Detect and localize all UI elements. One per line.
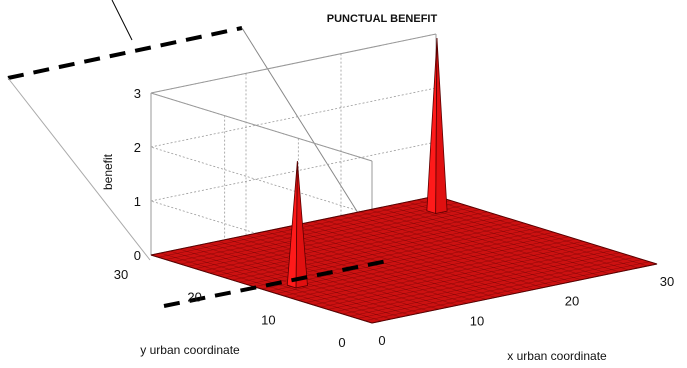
surface-mesh-line-y — [305, 243, 591, 303]
chart-title: PUNCTUAL BENEFIT — [327, 13, 438, 25]
y-tick-label: 10 — [261, 312, 275, 327]
z-gridline-left-wall — [150, 146, 373, 216]
surface-mesh-line-y — [313, 245, 599, 306]
surface-mesh-line-y — [371, 263, 658, 324]
y-tick-label: 30 — [114, 267, 128, 282]
x-tick-label: 0 — [378, 333, 385, 348]
surface-mesh-line-y — [327, 250, 613, 310]
y-tick-label: 20 — [187, 290, 201, 305]
surface-mesh-line-y — [320, 247, 606, 308]
surface-mesh-line-y — [195, 209, 481, 269]
surface-mesh-line-y — [298, 241, 584, 301]
surface-mesh-line-y — [276, 234, 562, 294]
peak-face-right — [295, 161, 308, 289]
surface-mesh-line-y — [187, 207, 473, 267]
axis-edge-top-left — [150, 92, 373, 162]
y-tick-label: 0 — [338, 335, 345, 350]
x-tick-label: 20 — [565, 294, 579, 309]
surface-mesh-line-y — [261, 229, 547, 290]
z-axis-label: benefit — [101, 153, 115, 190]
surface-mesh-line-y — [342, 254, 628, 315]
annotation-guide-line-left — [7, 77, 151, 261]
surface-mesh-line-y — [349, 256, 635, 317]
z-tick-label: 0 — [134, 248, 141, 263]
y-axis-label: y urban coordinate — [140, 343, 240, 357]
z-gridline-left-wall — [150, 200, 373, 270]
x-axis-label: x urban coordinate — [507, 349, 607, 363]
surface-mesh-line-y — [268, 232, 554, 292]
surface-mesh-line-y — [335, 252, 621, 312]
annotation-overlay-front — [163, 258, 393, 308]
surface-mesh-line-y — [283, 236, 569, 297]
z-gridline-back-wall — [150, 87, 437, 148]
surface-mesh — [150, 195, 658, 324]
surface-mesh-line-y — [290, 238, 577, 299]
surface-mesh-line-y — [209, 213, 495, 274]
surface-mesh-line-y — [224, 218, 510, 278]
x-tick-label: 10 — [470, 313, 484, 328]
surface-mesh-line-y — [364, 261, 650, 321]
peak-face-left — [426, 38, 438, 215]
z-gridline-back-wall — [150, 141, 437, 202]
z-tick-label: 1 — [134, 194, 141, 209]
annotation-dashed-line-top — [7, 26, 243, 80]
surface-mesh-line-y — [239, 222, 525, 283]
surface-mesh-line-y — [165, 200, 451, 260]
surface-mesh-line-y — [217, 216, 503, 276]
peak-face-left — [286, 161, 298, 289]
peaks — [286, 38, 448, 289]
surface-mesh-line-y — [231, 220, 518, 281]
surface-mesh-line-y — [180, 204, 466, 265]
x-tick-label: 30 — [660, 274, 674, 289]
annotation-dashed-line-bottom — [163, 258, 393, 308]
surface-mesh-line-y — [202, 211, 488, 272]
z-tick-label: 2 — [134, 140, 141, 155]
surface-mesh-line-y — [173, 202, 459, 263]
z-tick-label: 3 — [134, 86, 141, 101]
axis-edge-top-back — [150, 33, 437, 94]
annotation-pointer-line — [111, 0, 133, 41]
peak-face-right — [435, 38, 448, 214]
surface-mesh-line-y — [357, 259, 643, 319]
